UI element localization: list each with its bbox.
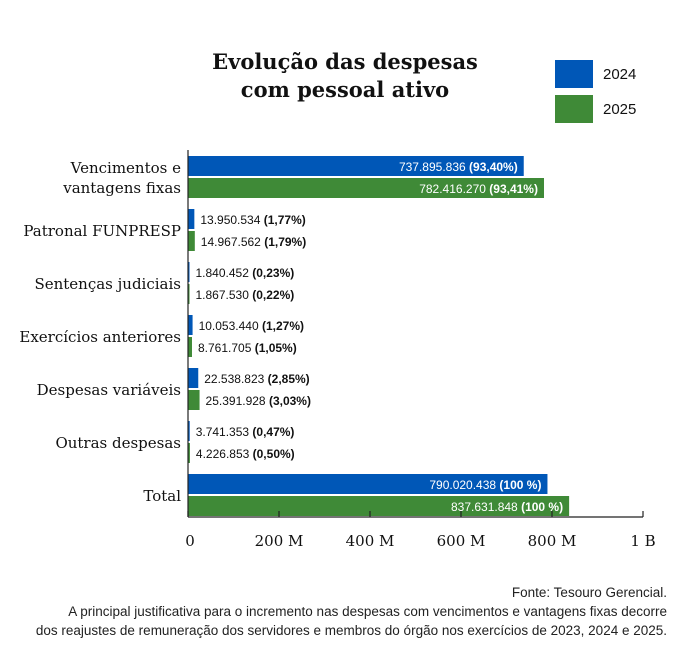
bar-2025 — [188, 284, 190, 304]
bar-2024 — [188, 368, 199, 388]
category-label: Despesas variáveis — [37, 381, 181, 399]
bar-2025 — [188, 178, 544, 198]
data-label-percent: (100 %) — [499, 478, 541, 492]
category-label: Sentenças judiciais — [34, 275, 181, 293]
data-label-percent: (0,22%) — [252, 288, 294, 302]
x-tick-label: 0 — [185, 532, 195, 550]
x-tick-label: 800 M — [528, 532, 577, 550]
data-label-2024: 790.020.438 (100 %) — [429, 478, 541, 492]
bar-2025 — [188, 496, 570, 516]
data-label-value: 13.950.534 — [200, 213, 263, 227]
data-label-percent: (1,05%) — [255, 341, 297, 355]
source-note: Fonte: Tesouro Gerencial. — [511, 585, 667, 600]
bar-2024 — [188, 209, 195, 229]
data-label-2024: 13.950.534 (1,77%) — [200, 213, 305, 227]
data-label-2024: 1.840.452 (0,23%) — [196, 266, 295, 280]
data-label-value: 4.226.853 — [196, 447, 253, 461]
data-label-2025: 4.226.853 (0,50%) — [196, 447, 295, 461]
data-label-2025: 837.631.848 (100 %) — [451, 500, 563, 514]
data-label-2025: 25.391.928 (3,03%) — [206, 394, 311, 408]
data-label-value: 782.416.270 — [419, 182, 489, 196]
legend-label-2024: 2024 — [603, 65, 637, 83]
data-label-2025: 14.967.562 (1,79%) — [201, 235, 306, 249]
data-label-percent: (0,47%) — [252, 425, 294, 439]
bar-2025 — [188, 231, 195, 251]
data-label-2024: 10.053.440 (1,27%) — [199, 319, 304, 333]
bar-2025 — [188, 390, 200, 410]
legend-swatch-2024 — [555, 60, 593, 88]
data-label-value: 1.867.530 — [196, 288, 253, 302]
data-label-percent: (1,27%) — [262, 319, 304, 333]
data-label-percent: (0,23%) — [252, 266, 294, 280]
data-label-percent: (1,79%) — [264, 235, 306, 249]
x-tick-label: 200 M — [255, 532, 304, 550]
data-label-percent: (1,77%) — [264, 213, 306, 227]
x-tick-label: 1 B — [630, 532, 655, 550]
category-label: Patronal FUNPRESP — [23, 222, 181, 240]
data-label-2024: 22.538.823 (2,85%) — [204, 372, 309, 386]
bar-2025 — [188, 443, 190, 463]
data-label-value: 8.761.705 — [198, 341, 255, 355]
data-label-2025: 782.416.270 (93,41%) — [419, 182, 538, 196]
category-label: Outras despesas — [55, 434, 181, 452]
data-label-value: 837.631.848 — [451, 500, 521, 514]
chart-title-line-2: com pessoal ativo — [240, 77, 450, 102]
chart-title: Evolução das despesas com pessoal ativo — [180, 48, 510, 104]
data-label-value: 10.053.440 — [199, 319, 262, 333]
bar-2025 — [188, 337, 192, 357]
data-label-value: 14.967.562 — [201, 235, 264, 249]
bar-2024 — [188, 156, 524, 176]
data-label-2025: 8.761.705 (1,05%) — [198, 341, 297, 355]
footnote-line-2: dos reajustes de remuneração dos servido… — [35, 623, 667, 638]
data-label-value: 25.391.928 — [206, 394, 269, 408]
data-label-2024: 3.741.353 (0,47%) — [196, 425, 295, 439]
bar-2024 — [188, 315, 193, 335]
bar-2024 — [188, 421, 190, 441]
data-label-value: 3.741.353 — [196, 425, 253, 439]
data-label-percent: (93,41%) — [489, 182, 538, 196]
x-tick-label: 400 M — [346, 532, 395, 550]
data-label-percent: (3,03%) — [269, 394, 311, 408]
data-label-2025: 1.867.530 (0,22%) — [196, 288, 295, 302]
footnote-line-1: A principal justificativa para o increme… — [68, 604, 667, 619]
data-label-2024: 737.895.836 (93,40%) — [399, 160, 518, 174]
bar-2024 — [188, 474, 548, 494]
data-label-percent: (93,40%) — [469, 160, 518, 174]
data-label-percent: (2,85%) — [268, 372, 310, 386]
data-label-value: 737.895.836 — [399, 160, 469, 174]
bar-2024 — [188, 262, 190, 282]
category-label: Total — [143, 487, 181, 505]
legend-item-2024: 2024 — [555, 60, 636, 88]
category-label: vantagens fixas — [62, 179, 181, 197]
chart-title-line-1: Evolução das despesas — [212, 49, 478, 74]
data-label-percent: (0,50%) — [253, 447, 295, 461]
legend-item-2025: 2025 — [555, 95, 636, 123]
data-label-percent: (100 %) — [521, 500, 563, 514]
legend-label-2025: 2025 — [603, 100, 637, 118]
data-label-value: 790.020.438 — [429, 478, 499, 492]
category-label: Exercícios anteriores — [19, 328, 181, 346]
legend-swatch-2025 — [555, 95, 593, 123]
x-tick-label: 600 M — [437, 532, 486, 550]
data-label-value: 22.538.823 — [204, 372, 267, 386]
category-label: Vencimentos e — [70, 159, 181, 177]
data-label-value: 1.840.452 — [196, 266, 253, 280]
